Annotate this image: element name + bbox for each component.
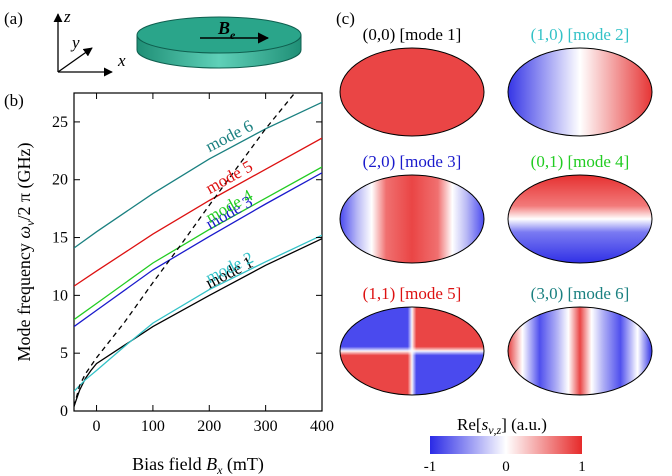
- mode-outline: [507, 306, 653, 396]
- ticks-layer: 0 100 200 300 400 0 5 10 15 20 25: [52, 93, 334, 435]
- y-tick-label: 0: [60, 403, 68, 420]
- coordinate-axes: [53, 13, 113, 77]
- series-label: mode 6: [202, 116, 256, 156]
- series-line-dashed: [74, 93, 296, 407]
- y-tick-label: 15: [52, 230, 68, 247]
- colorbar-tick-zero: 0: [502, 459, 510, 475]
- mode-quadrants: [340, 307, 484, 395]
- panel-c: (c) (0,0) [mode 1] (1,0) [mode 2] (2,0) [m…: [336, 9, 653, 475]
- colorbar-tick-max: 1: [578, 459, 586, 475]
- y-tick-label: 5: [60, 345, 68, 362]
- x-axis-label: x: [117, 51, 126, 70]
- colorbar-tick-min: -1: [424, 459, 437, 475]
- x-tick-label: 400: [310, 418, 334, 435]
- mode-profile: [508, 175, 652, 263]
- mode-outline: [339, 47, 485, 137]
- mode-profile: [508, 307, 652, 395]
- mode-map: (1,1) [mode 5]: [339, 284, 485, 396]
- series-line-mode-6: [74, 101, 322, 249]
- series-line-mode-1: [74, 238, 322, 407]
- y-axis-title: Mode frequency ων/2 π (GHz): [14, 142, 37, 361]
- mode-map: (3,0) [mode 6]: [507, 284, 653, 396]
- colorbar-scale: [430, 436, 582, 454]
- y-tick-label: 25: [52, 114, 68, 131]
- series-line-mode-3: [74, 172, 322, 328]
- mode-map: (2,0) [mode 3]: [339, 152, 485, 264]
- z-axis-label: z: [63, 7, 71, 26]
- colorbar: Re[sν,z] (a.u.) -1 0 1: [424, 415, 586, 475]
- y-axis-arrow: [57, 47, 93, 73]
- x-tick-label: 0: [93, 418, 101, 435]
- y-tick-label: 20: [52, 172, 68, 189]
- mode-map-title: (1,0) [mode 2]: [531, 25, 630, 44]
- panel-a: (a) z y x Be: [4, 7, 302, 77]
- mode-map: (0,0) [mode 1]: [339, 25, 485, 137]
- series-line-mode-5: [74, 137, 322, 287]
- mode-maps: (0,0) [mode 1] (1,0) [mode 2] (2,0) [mode …: [339, 25, 653, 396]
- mode-map-title: (0,0) [mode 1]: [363, 25, 462, 44]
- panel-label-b: (b): [4, 91, 24, 110]
- mode-map: (1,0) [mode 2]: [507, 25, 653, 137]
- mode-map: (0,1) [mode 4]: [507, 152, 653, 264]
- x-axis-title: Bias field Bx (mT): [132, 454, 264, 476]
- series-line-mode-4: [74, 166, 322, 321]
- mode-outline: [507, 47, 653, 137]
- x-tick-label: 300: [254, 418, 278, 435]
- field-label: Be: [217, 18, 236, 42]
- plot-frame: [73, 92, 323, 412]
- panel-label-a: (a): [4, 9, 23, 28]
- x-tick-label: 100: [141, 418, 165, 435]
- disk-schematic: Be: [136, 16, 302, 69]
- panel-label-c: (c): [336, 9, 355, 28]
- mode-outline: [339, 174, 485, 264]
- y-tick-label: 10: [52, 287, 68, 304]
- mode-outline: [507, 174, 653, 264]
- mode-profile: [340, 48, 484, 136]
- mode-profile: [508, 48, 652, 136]
- mode-map-title: (2,0) [mode 3]: [363, 152, 462, 171]
- series-layer: [74, 93, 322, 407]
- mode-map-title: (3,0) [mode 6]: [531, 284, 630, 303]
- mode-map-title: (0,1) [mode 4]: [531, 152, 630, 171]
- mode-outline: [339, 306, 485, 396]
- mode-profile: [340, 175, 484, 263]
- x-tick-label: 200: [197, 418, 221, 435]
- y-axis-label: y: [70, 33, 80, 52]
- series-line-mode-2: [74, 234, 322, 392]
- colorbar-label: Re[sν,z] (a.u.): [457, 415, 547, 437]
- mode-map-title: (1,1) [mode 5]: [363, 284, 462, 303]
